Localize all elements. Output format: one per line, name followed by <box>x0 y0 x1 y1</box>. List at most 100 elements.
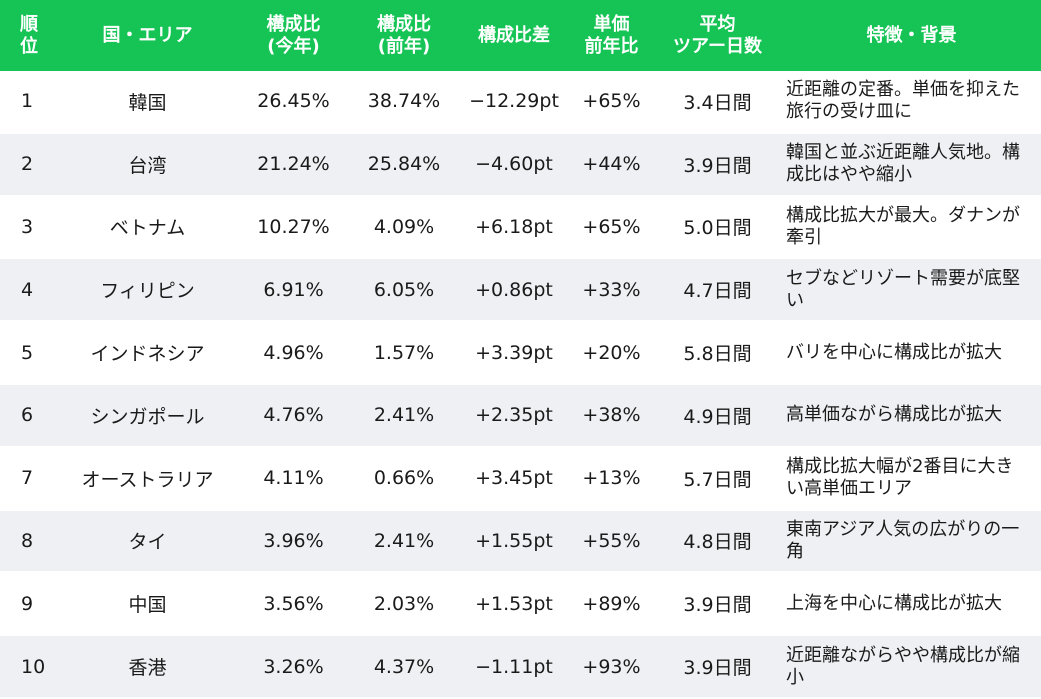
table-row: 7 オーストラリア 4.11% 0.66% +3.45pt +13% 5.7日間… <box>0 447 1041 511</box>
cell-prev-share: 0.66% <box>373 467 435 490</box>
cell-area: 韓国 <box>128 91 167 114</box>
cell-feature: バリを中心に構成比が拡大 <box>786 341 1002 363</box>
cell-rank: 2 <box>21 153 34 176</box>
cell-area: ベトナム <box>109 217 186 240</box>
cell-share-diff: −12.29pt <box>469 90 559 113</box>
cell-share-diff: −1.11pt <box>475 655 553 678</box>
cell-share-diff: +2.35pt <box>475 404 553 427</box>
cell-feature: 高単価ながら構成比が拡大 <box>786 404 1002 426</box>
table-row: 9 中国 3.56% 2.03% +1.53pt +89% 3.9日間 上海を中… <box>0 573 1041 637</box>
cell-share: 21.24% <box>257 153 330 176</box>
cell-share: 10.27% <box>257 215 330 238</box>
cell-feature: 近距離の定番。単価を抑えた旅行の受け皿に <box>786 79 1020 123</box>
cell-price-yoy: +55% <box>582 529 641 552</box>
cell-rank: 8 <box>21 529 34 552</box>
header-rank: 順 位 <box>20 13 38 57</box>
cell-rank: 9 <box>21 592 34 615</box>
cell-days: 3.9日間 <box>683 154 752 177</box>
cell-days: 5.8日間 <box>683 343 752 366</box>
table-row: 2 台湾 21.24% 25.84% −4.60pt +44% 3.9日間 韓国… <box>0 133 1041 197</box>
cell-area: シンガポール <box>90 405 205 428</box>
cell-share-diff: +1.55pt <box>475 529 553 552</box>
cell-rank: 6 <box>21 404 34 427</box>
cell-price-yoy: +89% <box>582 592 641 615</box>
cell-price-yoy: +65% <box>582 90 641 113</box>
cell-share-diff: +6.18pt <box>475 215 553 238</box>
header-feature: 特徴・背景 <box>866 24 957 46</box>
cell-share: 4.76% <box>263 404 324 427</box>
cell-area: タイ <box>128 531 167 554</box>
cell-price-yoy: +44% <box>582 153 641 176</box>
cell-days: 3.4日間 <box>683 91 752 114</box>
cell-area: 台湾 <box>128 154 167 177</box>
header-share-this-year: 構成比 (今年) <box>266 13 321 57</box>
cell-share-diff: +0.86pt <box>475 278 553 301</box>
cell-price-yoy: +38% <box>582 404 641 427</box>
cell-rank: 5 <box>21 341 34 364</box>
cell-rank: 3 <box>21 215 34 238</box>
header-share-diff: 構成比差 <box>478 24 550 46</box>
cell-share: 3.96% <box>263 529 324 552</box>
cell-rank: 10 <box>21 655 46 678</box>
cell-days: 5.0日間 <box>683 217 752 240</box>
cell-days: 4.9日間 <box>683 405 752 428</box>
cell-prev-share: 1.57% <box>373 341 435 364</box>
cell-feature: 構成比拡大幅が2番目に大きい高単価エリア <box>786 456 1014 500</box>
cell-share: 4.96% <box>263 341 324 364</box>
cell-share-diff: −4.60pt <box>475 153 553 176</box>
cell-share-diff: +3.45pt <box>475 467 553 490</box>
cell-area: 中国 <box>128 594 167 617</box>
table-row: 8 タイ 3.96% 2.41% +1.55pt +55% 4.8日間 東南アジ… <box>0 510 1041 574</box>
cell-feature: 東南アジア人気の広がりの一角 <box>786 518 1020 562</box>
cell-share: 4.11% <box>263 467 324 490</box>
table-row: 6 シンガポール 4.76% 2.41% +2.35pt +38% 4.9日間 … <box>0 384 1041 448</box>
cell-feature: 近距離ながらやや構成比が縮小 <box>786 644 1020 688</box>
cell-price-yoy: +20% <box>582 341 641 364</box>
cell-feature: 構成比拡大が最大。ダナンが牽引 <box>786 204 1020 248</box>
header-area: 国・エリア <box>102 24 193 46</box>
cell-price-yoy: +93% <box>582 655 641 678</box>
cell-feature: 上海を中心に構成比が拡大 <box>786 592 1002 614</box>
cell-prev-share: 4.09% <box>373 215 435 238</box>
cell-days: 4.8日間 <box>683 531 752 554</box>
cell-rank: 4 <box>21 278 34 301</box>
table-row: 1 韓国 26.45% 38.74% −12.29pt +65% 3.4日間 近… <box>0 71 1041 134</box>
cell-prev-share: 25.84% <box>367 153 441 176</box>
table-row: 3 ベトナム 10.27% 4.09% +6.18pt +65% 5.0日間 構… <box>0 196 1041 260</box>
cell-price-yoy: +65% <box>582 215 641 238</box>
cell-days: 4.7日間 <box>683 280 752 303</box>
cell-area: 香港 <box>128 657 167 680</box>
cell-feature: 韓国と並ぶ近距離人気地。構成比はやや縮小 <box>786 142 1020 186</box>
cell-prev-share: 6.05% <box>373 278 435 301</box>
table-header: 順 位 国・エリア 構成比 (今年) 構成比 (前年) 構成比差 単価 前年比 … <box>0 0 1041 71</box>
cell-share: 26.45% <box>257 90 330 113</box>
cell-prev-share: 2.41% <box>373 529 435 552</box>
cell-share-diff: +3.39pt <box>475 341 553 364</box>
header-unit-price-yoy: 単価 前年比 <box>584 13 639 57</box>
cell-area: フィリピン <box>100 280 195 303</box>
cell-prev-share: 4.37% <box>373 655 435 678</box>
cell-share: 3.26% <box>263 655 324 678</box>
cell-days: 3.9日間 <box>683 657 752 680</box>
header-share-last-year: 構成比 (前年) <box>377 13 431 57</box>
cell-area: インドネシア <box>90 343 205 366</box>
header-avg-tour-days: 平均 ツアー日数 <box>673 13 762 57</box>
cell-area: オーストラリア <box>81 468 214 491</box>
cell-days: 3.9日間 <box>683 594 752 617</box>
cell-prev-share: 2.03% <box>373 592 435 615</box>
table-row: 5 インドネシア 4.96% 1.57% +3.39pt +20% 5.8日間 … <box>0 322 1041 385</box>
cell-price-yoy: +13% <box>582 467 641 490</box>
cell-prev-share: 2.41% <box>373 404 435 427</box>
cell-days: 5.7日間 <box>683 468 752 491</box>
cell-rank: 1 <box>21 90 34 113</box>
table-row: 10 香港 3.26% 4.37% −1.11pt +93% 3.9日間 近距離… <box>0 636 1041 699</box>
cell-share: 6.91% <box>263 278 324 301</box>
cell-rank: 7 <box>21 467 34 490</box>
cell-price-yoy: +33% <box>582 278 641 301</box>
cell-prev-share: 38.74% <box>367 90 441 113</box>
cell-feature: セブなどリゾート需要が底堅い <box>786 267 1020 311</box>
table-row: 4 フィリピン 6.91% 6.05% +0.86pt +33% 4.7日間 セ… <box>0 259 1041 323</box>
cell-share-diff: +1.53pt <box>475 592 553 615</box>
cell-share: 3.56% <box>263 592 324 615</box>
